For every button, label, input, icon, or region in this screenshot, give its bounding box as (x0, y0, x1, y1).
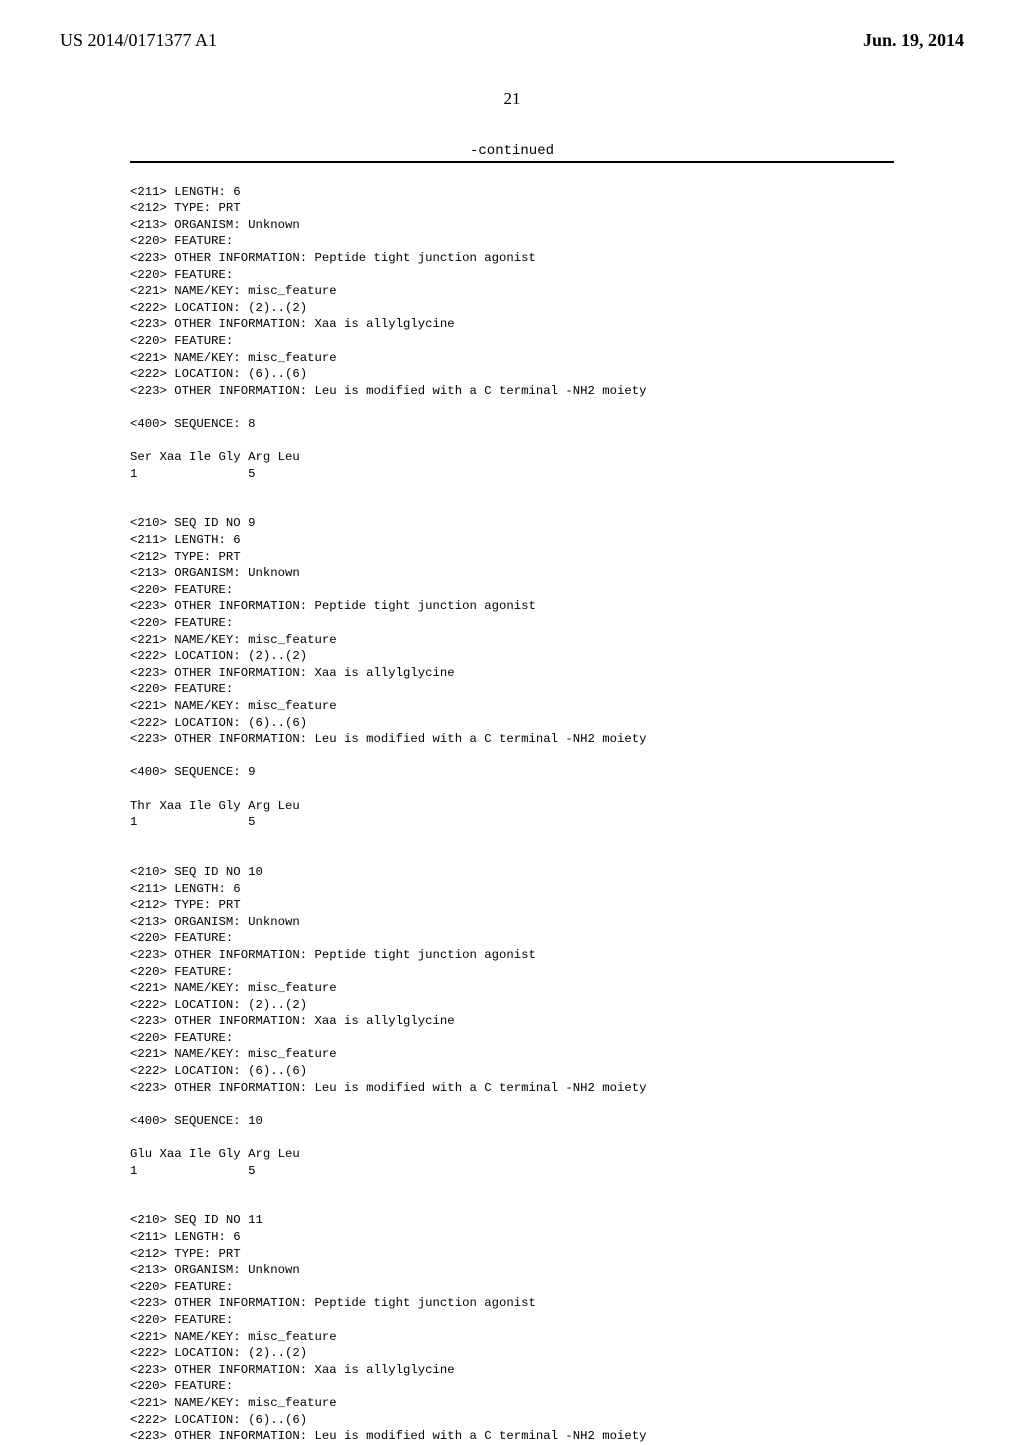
seq-line: <220> FEATURE: (130, 583, 233, 597)
seq-line: <211> LENGTH: 6 (130, 533, 241, 547)
seq-line: <212> TYPE: PRT (130, 201, 241, 215)
seq-line: <221> NAME/KEY: misc_feature (130, 284, 337, 298)
publication-date: Jun. 19, 2014 (863, 30, 964, 51)
seq-line: <221> NAME/KEY: misc_feature (130, 633, 337, 647)
seq-line: <221> NAME/KEY: misc_feature (130, 1330, 337, 1344)
seq-line: <222> LOCATION: (6)..(6) (130, 367, 307, 381)
seq-line: <223> OTHER INFORMATION: Leu is modified… (130, 384, 647, 398)
publication-number: US 2014/0171377 A1 (60, 30, 217, 50)
seq-line: <220> FEATURE: (130, 682, 233, 696)
seq-line: <400> SEQUENCE: 8 (130, 417, 255, 431)
seq-line: <220> FEATURE: (130, 616, 233, 630)
seq-line: <222> LOCATION: (6)..(6) (130, 1064, 307, 1078)
seq-numbers: 1 5 (130, 1164, 255, 1178)
seq-line: <223> OTHER INFORMATION: Xaa is allylgly… (130, 1014, 455, 1028)
seq-line: <223> OTHER INFORMATION: Peptide tight j… (130, 1296, 536, 1310)
seq-line: <222> LOCATION: (2)..(2) (130, 649, 307, 663)
sequence-listing: <211> LENGTH: 6 <212> TYPE: PRT <213> OR… (130, 167, 894, 1445)
seq-line: <400> SEQUENCE: 10 (130, 1114, 263, 1128)
seq-line: <400> SEQUENCE: 9 (130, 765, 255, 779)
seq-line: <211> LENGTH: 6 (130, 882, 241, 896)
seq-line: <222> LOCATION: (2)..(2) (130, 998, 307, 1012)
seq-line: <213> ORGANISM: Unknown (130, 1263, 300, 1277)
seq-line: <213> ORGANISM: Unknown (130, 566, 300, 580)
seq-line: <223> OTHER INFORMATION: Leu is modified… (130, 732, 647, 746)
seq-line: <212> TYPE: PRT (130, 898, 241, 912)
seq-line: <223> OTHER INFORMATION: Peptide tight j… (130, 251, 536, 265)
seq-line: <211> LENGTH: 6 (130, 1230, 241, 1244)
seq-line: <223> OTHER INFORMATION: Xaa is allylgly… (130, 666, 455, 680)
seq-line: <223> OTHER INFORMATION: Peptide tight j… (130, 599, 536, 613)
seq-line: <220> FEATURE: (130, 1031, 233, 1045)
seq-line: <223> OTHER INFORMATION: Leu is modified… (130, 1081, 647, 1095)
seq-line: <212> TYPE: PRT (130, 550, 241, 564)
seq-numbers: 1 5 (130, 467, 255, 481)
seq-line: <223> OTHER INFORMATION: Xaa is allylgly… (130, 317, 455, 331)
seq-line: <223> OTHER INFORMATION: Leu is modified… (130, 1429, 647, 1443)
seq-line: <221> NAME/KEY: misc_feature (130, 1396, 337, 1410)
seq-line: <220> FEATURE: (130, 334, 233, 348)
seq-line: <210> SEQ ID NO 11 (130, 1213, 263, 1227)
seq-line: <222> LOCATION: (6)..(6) (130, 716, 307, 730)
seq-line: <221> NAME/KEY: misc_feature (130, 351, 337, 365)
seq-line: <210> SEQ ID NO 9 (130, 516, 255, 530)
seq-numbers: 1 5 (130, 815, 255, 829)
seq-line: <212> TYPE: PRT (130, 1247, 241, 1261)
seq-line: <220> FEATURE: (130, 234, 233, 248)
page-number: 21 (0, 89, 1024, 109)
continued-label: -continued (0, 143, 1024, 159)
seq-line: <222> LOCATION: (2)..(2) (130, 1346, 307, 1360)
seq-line: <222> LOCATION: (6)..(6) (130, 1413, 307, 1427)
seq-line: <221> NAME/KEY: misc_feature (130, 981, 337, 995)
seq-line: <220> FEATURE: (130, 268, 233, 282)
seq-residues: Ser Xaa Ile Gly Arg Leu (130, 450, 300, 464)
seq-line: <222> LOCATION: (2)..(2) (130, 301, 307, 315)
seq-line: <213> ORGANISM: Unknown (130, 915, 300, 929)
seq-line: <220> FEATURE: (130, 931, 233, 945)
seq-line: <221> NAME/KEY: misc_feature (130, 699, 337, 713)
seq-line: <211> LENGTH: 6 (130, 185, 241, 199)
seq-line: <210> SEQ ID NO 10 (130, 865, 263, 879)
seq-line: <220> FEATURE: (130, 1379, 233, 1393)
seq-line: <221> NAME/KEY: misc_feature (130, 1047, 337, 1061)
seq-line: <223> OTHER INFORMATION: Peptide tight j… (130, 948, 536, 962)
seq-line: <220> FEATURE: (130, 1280, 233, 1294)
seq-residues: Thr Xaa Ile Gly Arg Leu (130, 799, 300, 813)
seq-line: <213> ORGANISM: Unknown (130, 218, 300, 232)
seq-residues: Glu Xaa Ile Gly Arg Leu (130, 1147, 300, 1161)
seq-line: <220> FEATURE: (130, 965, 233, 979)
document-header: US 2014/0171377 A1 Jun. 19, 2014 (0, 0, 1024, 59)
divider-top (130, 161, 894, 163)
seq-line: <223> OTHER INFORMATION: Xaa is allylgly… (130, 1363, 455, 1377)
